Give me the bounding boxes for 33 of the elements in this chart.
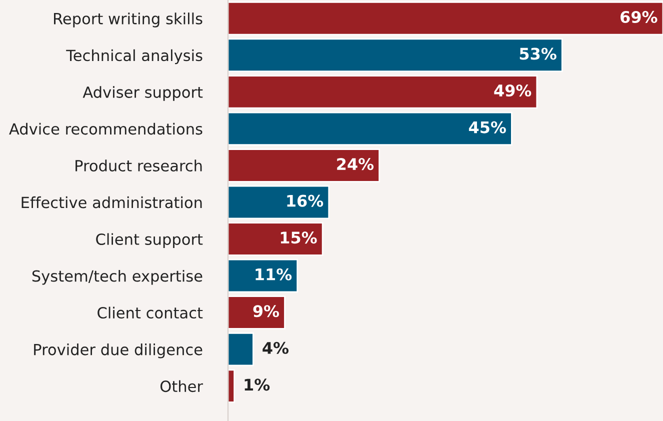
y-tick-label: System/tech expertise: [32, 270, 202, 285]
bar: [228, 332, 254, 366]
y-tick-label: Product research: [76, 160, 202, 172]
bar: [228, 258, 298, 293]
data-label: 45%: [468, 121, 506, 134]
data-label: 11%: [256, 268, 292, 280]
bar: [228, 38, 563, 72]
y-tick-label: Report writing skills: [54, 12, 202, 28]
data-label: 24%: [337, 158, 374, 170]
bar: [228, 75, 538, 109]
y-tick-label: Adviser support: [82, 86, 203, 101]
bar: [228, 369, 235, 403]
data-label: 9%: [253, 305, 280, 318]
data-label: 49%: [494, 84, 532, 97]
y-tick-label: Other: [160, 380, 203, 392]
bar: [228, 185, 330, 220]
y-tick-label: Client contact: [98, 306, 203, 319]
bar: [228, 2, 663, 36]
data-label: 53%: [520, 48, 556, 60]
bar: [228, 296, 286, 330]
y-tick-label: Advice recommendations: [9, 122, 202, 135]
data-label: 1%: [244, 378, 270, 391]
data-label: 16%: [287, 194, 324, 207]
data-label: 15%: [280, 232, 317, 244]
data-label: 4%: [262, 342, 289, 354]
data-label: 69%: [620, 10, 658, 24]
bar: [228, 148, 380, 182]
bar: [228, 112, 512, 146]
y-tick-label: Effective administration: [22, 196, 202, 208]
y-tick-label: Provider due diligence: [34, 343, 202, 358]
bar: [228, 222, 324, 256]
y-tick-label: Client support: [96, 233, 203, 248]
y-tick-label: Technical analysis: [66, 49, 202, 64]
